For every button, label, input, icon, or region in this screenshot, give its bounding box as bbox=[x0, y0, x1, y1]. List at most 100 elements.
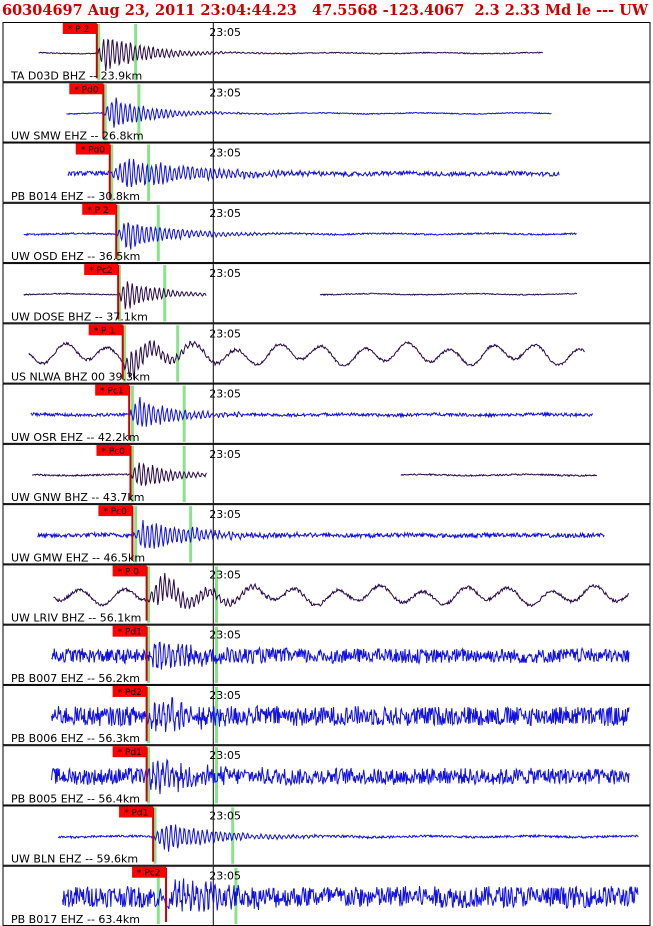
pick-flag-label: * Pd0 bbox=[81, 146, 106, 156]
panel-border bbox=[2, 82, 651, 143]
trace-panel: 23:05 * Pd1 PB B007 EHZ -- 56.2km bbox=[2, 624, 651, 685]
station-label: UW OSD EHZ -- 36.5km bbox=[11, 250, 140, 263]
panel-border bbox=[2, 323, 651, 384]
station-label: PB B017 EHZ -- 63.4km bbox=[11, 913, 140, 926]
pick-flag[interactable] bbox=[84, 264, 119, 276]
pick-flag-label: * Pd2 bbox=[118, 688, 142, 698]
station-label: UW GMW EHZ -- 46.5km bbox=[11, 551, 145, 564]
pick-flag[interactable] bbox=[95, 384, 130, 396]
minute-tick-label: 23:05 bbox=[209, 26, 241, 39]
station-label: TA D03D BHZ -- 23.9km bbox=[10, 69, 142, 82]
pick-flag-label: * Pd1 bbox=[124, 808, 148, 818]
station-label: US NLWA BHZ 00 39.3km bbox=[11, 371, 150, 384]
pick-flag[interactable] bbox=[112, 746, 147, 758]
pick-flag-label: * P 0 bbox=[118, 567, 140, 577]
minute-tick-label: 23:05 bbox=[209, 86, 241, 99]
trace-panel: 23:05 * Pd0 PB B014 EHZ -- 30.8km bbox=[2, 142, 651, 203]
station-label: UW BLN EHZ -- 59.6km bbox=[11, 853, 138, 866]
minute-tick-label: 23:05 bbox=[209, 809, 241, 822]
minute-tick-label: 23:05 bbox=[209, 207, 241, 220]
pick-flag[interactable] bbox=[112, 625, 147, 637]
waveform-trace bbox=[23, 281, 207, 310]
panel-border bbox=[2, 805, 651, 866]
station-label: UW GNW BHZ -- 43.7km bbox=[11, 491, 144, 504]
minute-tick-label: 23:05 bbox=[209, 147, 241, 160]
panel-border bbox=[2, 504, 651, 565]
pick-flag[interactable] bbox=[119, 806, 154, 818]
waveform-trace bbox=[38, 38, 543, 72]
waveform-trace bbox=[51, 697, 630, 733]
panel-border bbox=[2, 142, 651, 203]
trace-panel: 23:05 * Pc0 UW GMW EHZ -- 46.5km bbox=[2, 504, 651, 565]
trace-panel: 23:05 * Pc0 UW GNW BHZ -- 43.7km bbox=[2, 443, 651, 505]
panel-border bbox=[2, 564, 651, 625]
minute-tick-label: 23:05 bbox=[209, 689, 241, 702]
trace-panel: 23:05 * P 2 UW OSD EHZ -- 36.5km bbox=[2, 202, 651, 264]
pick-flag-label: * Pd1 bbox=[118, 748, 142, 758]
pick-flag-label: * Pc1 bbox=[100, 387, 123, 397]
minute-tick-label: 23:05 bbox=[209, 508, 241, 521]
pick-flag[interactable] bbox=[112, 685, 147, 697]
pick-flag[interactable] bbox=[96, 444, 131, 456]
waveform-trace bbox=[58, 824, 639, 852]
station-label: UW SMW EHZ -- 26.8km bbox=[11, 130, 144, 143]
station-label: UW LRIV BHZ -- 56.1km bbox=[11, 612, 141, 625]
trace-panel: 23:05 * Pd2 PB B006 EHZ -- 56.3km bbox=[2, 684, 651, 746]
panel-border bbox=[2, 745, 651, 806]
waveform-trace bbox=[31, 462, 207, 487]
waveform-trace bbox=[51, 758, 630, 795]
pick-flag-label: * Pc0 bbox=[101, 447, 125, 457]
panel-border bbox=[2, 263, 651, 324]
waveform-trace bbox=[51, 641, 630, 670]
pick-flag[interactable] bbox=[82, 203, 117, 215]
waveform-trace bbox=[67, 158, 560, 188]
pick-flag-label: * P 2 bbox=[87, 206, 108, 216]
event-header: 60304697 Aug 23, 2011 23:04:44.23 47.556… bbox=[0, 0, 653, 22]
pick-flag-label: * Pc0 bbox=[103, 507, 127, 517]
pick-flag-label: * P 1 bbox=[94, 326, 115, 336]
waveform-trace bbox=[37, 519, 605, 549]
pick-flag[interactable] bbox=[88, 324, 123, 336]
pick-flag-label: * Pc2 bbox=[89, 266, 112, 276]
panel-border bbox=[2, 443, 651, 505]
trace-panel: 23:05 * P 1 US NLWA BHZ 00 39.3km bbox=[2, 323, 651, 384]
pick-flag-label: * Pd1 bbox=[118, 628, 142, 638]
waveform-trace bbox=[400, 473, 598, 478]
pick-flag[interactable] bbox=[62, 23, 97, 34]
minute-tick-label: 23:05 bbox=[209, 629, 241, 642]
pick-flag[interactable] bbox=[112, 565, 147, 577]
pick-flag[interactable] bbox=[132, 866, 167, 878]
trace-panel: 23:05 * Pc2 UW DOSE BHZ -- 37.1km bbox=[2, 263, 651, 324]
station-label: PB B014 EHZ -- 30.8km bbox=[11, 190, 140, 203]
pick-flag-label: * Pd0 bbox=[74, 85, 99, 95]
panel-border bbox=[2, 202, 651, 264]
pick-flag[interactable] bbox=[75, 143, 110, 155]
trace-panel: 23:05 * P 0 UW LRIV BHZ -- 56.1km bbox=[2, 564, 651, 625]
panel-border bbox=[2, 684, 651, 746]
minute-tick-label: 23:05 bbox=[209, 448, 241, 461]
minute-tick-label: 23:05 bbox=[209, 749, 241, 762]
panel-border bbox=[2, 383, 651, 444]
pick-flag[interactable] bbox=[98, 505, 133, 517]
minute-tick-label: 23:05 bbox=[209, 327, 241, 340]
waveform-trace bbox=[30, 396, 593, 427]
waveform-trace bbox=[23, 222, 577, 250]
pick-flag-label: * P 2 bbox=[68, 25, 89, 35]
minute-tick-label: 23:05 bbox=[209, 267, 241, 280]
trace-panel: 23:05 * Pd0 UW SMW EHZ -- 26.8km bbox=[2, 82, 651, 143]
minute-tick-label: 23:05 bbox=[209, 870, 241, 883]
panel-border bbox=[2, 22, 651, 83]
station-label: PB B007 EHZ -- 56.2km bbox=[11, 672, 140, 685]
trace-panel: 23:05 * Pc2 PB B017 EHZ -- 63.4km bbox=[2, 865, 651, 926]
waveform-trace bbox=[319, 292, 578, 297]
station-label: UW DOSE BHZ -- 37.1km bbox=[11, 310, 148, 323]
waveform-trace bbox=[28, 339, 585, 380]
pick-flag[interactable] bbox=[69, 83, 104, 95]
waveform-trace bbox=[62, 878, 639, 912]
pick-flag-label: * Pc2 bbox=[137, 869, 160, 879]
seismogram-panels: 23:05 * P 2 TA D03D BHZ -- 23.9km 23:05 * Pd… bbox=[2, 22, 651, 926]
panel-border bbox=[2, 624, 651, 685]
station-label: UW OSR EHZ -- 42.2km bbox=[11, 431, 139, 444]
trace-panel: 23:05 * Pd1 UW BLN EHZ -- 59.6km bbox=[2, 805, 651, 866]
minute-tick-label: 23:05 bbox=[209, 568, 241, 581]
